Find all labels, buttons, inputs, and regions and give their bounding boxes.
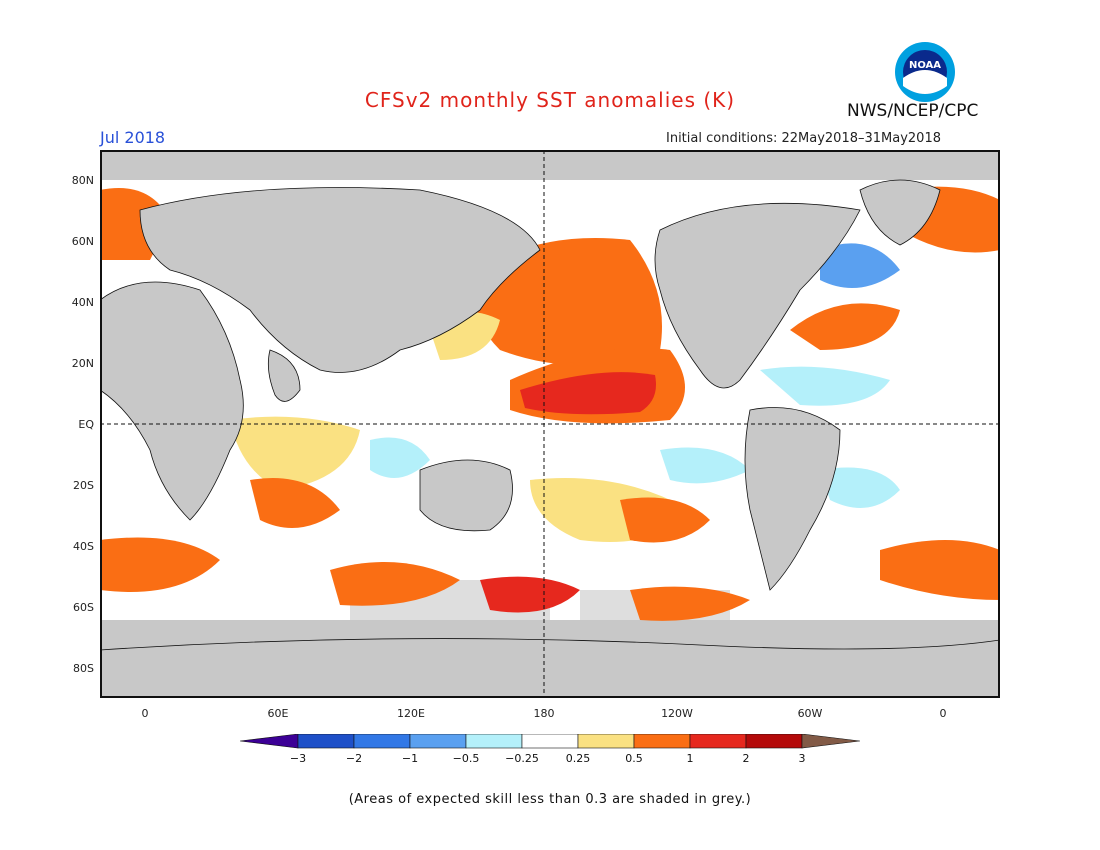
initial-conditions: Initial conditions: 22May2018–31May2018 xyxy=(666,131,941,146)
colorbar-segment xyxy=(353,734,411,749)
lon-label: 60E xyxy=(267,707,289,720)
colorbar-label: −0.5 xyxy=(452,752,480,765)
lat-label: 20S xyxy=(73,479,94,492)
colorbar-segment xyxy=(745,734,803,749)
colorbar-label: −1 xyxy=(401,752,419,765)
agency-label: NWS/NCEP/CPC xyxy=(847,101,979,121)
land-masses xyxy=(100,179,1000,698)
lat-label: 20N xyxy=(71,357,94,370)
lat-label: 80S xyxy=(73,662,94,675)
map-title: CFSv2 monthly SST anomalies (K) xyxy=(364,88,736,112)
forecast-month: Jul 2018 xyxy=(100,128,166,147)
lon-label: 60W xyxy=(797,707,823,720)
colorbar-segment xyxy=(409,734,467,749)
logo-text: NOAA xyxy=(909,60,941,71)
colorbar-segment xyxy=(521,734,579,749)
colorbar-segment xyxy=(577,734,635,749)
colorbar xyxy=(240,734,860,749)
colorbar-segment xyxy=(465,734,523,749)
colorbar-label: 1 xyxy=(686,752,694,765)
colorbar-label: 0.5 xyxy=(625,752,643,765)
colorbar-label: 0.25 xyxy=(565,752,591,765)
colorbar-label: 2 xyxy=(742,752,750,765)
lon-label: 0 xyxy=(939,707,947,720)
sst-anomaly-map xyxy=(100,150,1000,698)
lon-label: 180 xyxy=(533,707,555,720)
anomaly-patches xyxy=(100,186,1000,621)
lon-label: 120E xyxy=(397,707,425,720)
colorbar-segment xyxy=(633,734,691,749)
footnote: (Areas of expected skill less than 0.3 a… xyxy=(348,792,752,807)
lat-label: 60S xyxy=(73,601,94,614)
lon-label: 120W xyxy=(661,707,693,720)
lat-label: EQ xyxy=(78,418,94,431)
colorbar-label: 3 xyxy=(798,752,806,765)
colorbar-segment xyxy=(240,734,299,749)
colorbar-label: −0.25 xyxy=(505,752,539,765)
colorbar-segment xyxy=(297,734,355,749)
lat-label: 40S xyxy=(73,540,94,553)
lat-label: 80N xyxy=(71,174,94,187)
lon-label: 0 xyxy=(141,707,149,720)
lat-label: 60N xyxy=(71,235,94,248)
colorbar-segment xyxy=(801,734,860,749)
noaa-logo: NOAA xyxy=(895,42,955,102)
colorbar-label: −3 xyxy=(289,752,307,765)
colorbar-label: −2 xyxy=(345,752,363,765)
lat-label: 40N xyxy=(71,296,94,309)
colorbar-segment xyxy=(689,734,747,749)
